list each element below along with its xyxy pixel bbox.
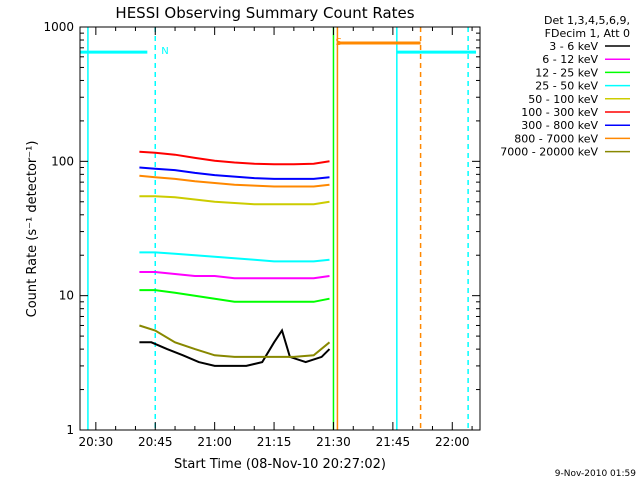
x-axis-label: Start Time (08-Nov-10 20:27:02)	[174, 457, 386, 472]
legend-label-5: 100 - 300 keV	[521, 106, 598, 119]
footer-timestamp: 9-Nov-2010 01:59	[555, 469, 637, 479]
y-axis-label: Count Rate (s⁻¹ detector⁻¹)	[25, 141, 40, 318]
flag-label-s: S	[336, 37, 342, 48]
x-tick-label-2200: 22:00	[435, 435, 470, 449]
series-line-3	[139, 251, 330, 263]
legend-label-1: 6 - 12 keV	[542, 53, 598, 66]
y-tick-label-100: 100	[51, 154, 74, 168]
legend-header-1: FDecim 1, Att 0	[545, 27, 630, 40]
series-line-2	[139, 289, 330, 303]
series-line-8	[139, 324, 331, 358]
x-tick-label-2030: 20:30	[79, 435, 114, 449]
chart-title: HESSI Observing Summary Count Rates	[115, 4, 414, 22]
legend-label-0: 3 - 6 keV	[549, 40, 598, 53]
plot-frame	[79, 26, 481, 431]
series-line-4	[139, 195, 330, 206]
legend-label-3: 25 - 50 keV	[535, 80, 598, 93]
y-tick-label-10: 10	[59, 289, 74, 303]
series-line-0	[139, 328, 331, 367]
plot-area: NS	[80, 27, 477, 430]
x-tick-label-2145: 21:45	[376, 435, 411, 449]
legend-header-0: Det 1,3,4,5,6,9,	[544, 14, 630, 27]
legend-label-6: 300 - 800 keV	[521, 119, 598, 132]
series-line-6	[139, 166, 330, 180]
y-tick-label-1000: 1000	[43, 20, 74, 34]
axes: 1 10 100 1000 20:30 20:45 21:00 21:15 21:30 21:45…	[43, 20, 480, 449]
series-line-1	[139, 271, 330, 280]
x-tick-label-2130: 21:30	[316, 435, 351, 449]
series-line-7	[139, 174, 330, 188]
flag-label-n: N	[161, 46, 168, 57]
legend-label-7: 800 - 7000 keV	[514, 132, 598, 145]
y-tick-label-1: 1	[66, 423, 74, 437]
legend-label-2: 12 - 25 keV	[535, 66, 598, 79]
x-tick-label-2100: 21:00	[197, 435, 232, 449]
x-tick-label-2045: 20:45	[138, 435, 173, 449]
legend-label-4: 50 - 100 keV	[528, 93, 598, 106]
x-tick-label-2115: 21:15	[257, 435, 292, 449]
legend-label-8: 7000 - 20000 keV	[500, 146, 598, 159]
legend: Det 1,3,4,5,6,9,FDecim 1, Att 03 - 6 keV…	[500, 14, 630, 159]
series-line-5	[139, 150, 330, 166]
